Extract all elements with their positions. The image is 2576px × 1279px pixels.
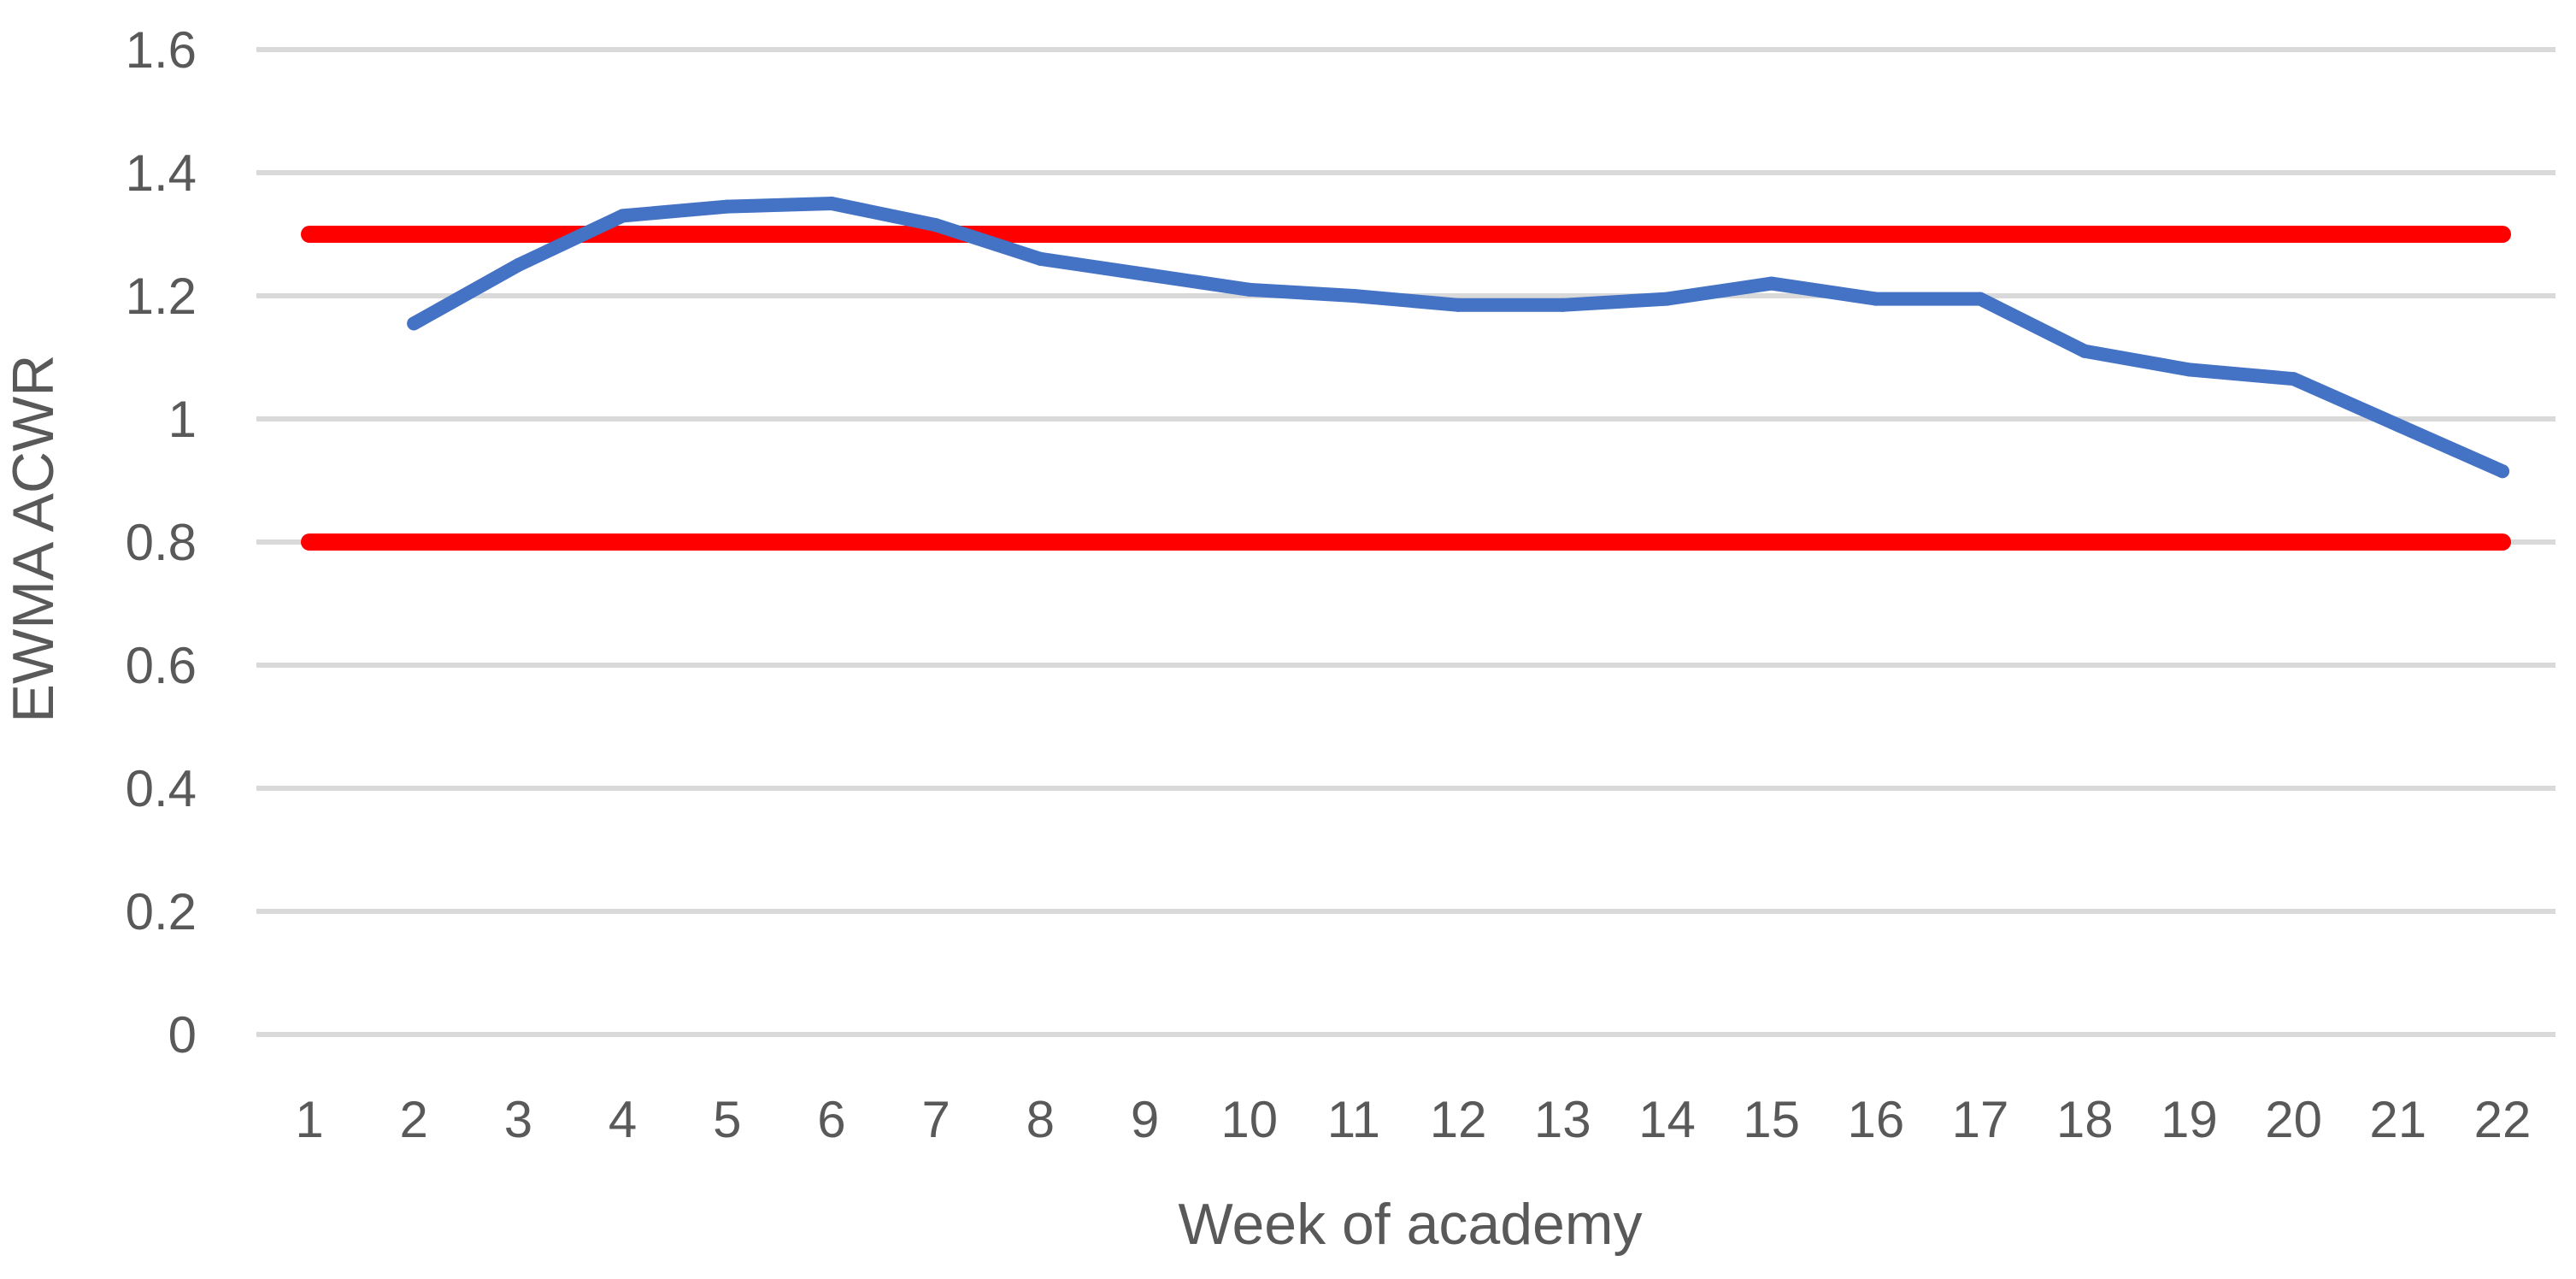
x-tick-label: 5 [713,1091,741,1148]
x-tick-label: 21 [2369,1091,2426,1148]
x-tick-label: 8 [1026,1091,1055,1148]
data-point [2391,418,2405,433]
data-point [2286,372,2301,386]
x-tick-label: 20 [2265,1091,2322,1148]
x-tick-label: 15 [1743,1091,1800,1148]
x-tick-label: 14 [1638,1091,1696,1148]
y-axis-title: EWMA ACWR [1,355,66,723]
data-point [1138,267,1152,281]
data-point [2182,362,2197,377]
data-point [2078,344,2092,358]
x-tick-label: 4 [609,1091,637,1148]
x-tick-label: 2 [400,1091,428,1148]
x-tick-label: 17 [1952,1091,2009,1148]
x-tick-label: 13 [1534,1091,1591,1148]
data-point [1660,292,1674,306]
x-tick-label: 9 [1131,1091,1159,1148]
data-point [1242,282,1256,297]
x-tick-label: 6 [817,1091,845,1148]
data-point [1764,276,1779,291]
data-point [1346,289,1361,303]
x-axis-ticks: 1 2 3 4 5 6 7 8 9 10 11 12 13 14 15 16 17 18 19 20 21 22 [295,1091,2531,1148]
reference-lines [301,226,2511,551]
x-tick-label: 3 [504,1091,532,1148]
y-tick-label: 0.8 [126,514,197,571]
x-tick-label: 10 [1220,1091,1278,1148]
data-point [1033,251,1048,266]
x-tick-label: 22 [2474,1091,2532,1148]
y-tick-label: 1 [168,391,197,448]
y-tick-label: 0.4 [126,760,197,817]
data-point [1451,298,1466,312]
x-tick-label: 11 [1327,1091,1380,1148]
data-point [1868,292,1883,306]
data-point [1556,298,1570,312]
y-tick-label: 1.6 [126,21,197,79]
x-tick-label: 19 [2161,1091,2218,1148]
data-point [511,258,526,272]
x-tick-label: 18 [2056,1091,2114,1148]
y-tick-label: 0.6 [126,637,197,694]
y-tick-label: 0.2 [126,883,197,940]
data-point [720,199,734,214]
x-tick-label: 7 [921,1091,950,1148]
y-tick-label: 1.2 [126,268,197,325]
data-point [615,209,630,223]
x-tick-label: 1 [295,1091,323,1148]
data-point [407,316,421,331]
x-axis-title: Week of academy [1178,1192,1642,1257]
y-tick-label: 1.4 [126,144,197,202]
series-layer [407,197,2509,479]
data-point [1973,292,1988,306]
x-tick-label: 16 [1847,1091,1904,1148]
y-tick-label: 0 [168,1006,197,1064]
data-point [824,197,838,210]
series-line [407,197,2509,479]
data-point [929,218,944,233]
data-point [2496,464,2509,479]
x-tick-label: 12 [1430,1091,1487,1148]
y-axis-ticks: 0 0.2 0.4 0.6 0.8 1 1.2 1.4 1.6 [126,21,197,1064]
